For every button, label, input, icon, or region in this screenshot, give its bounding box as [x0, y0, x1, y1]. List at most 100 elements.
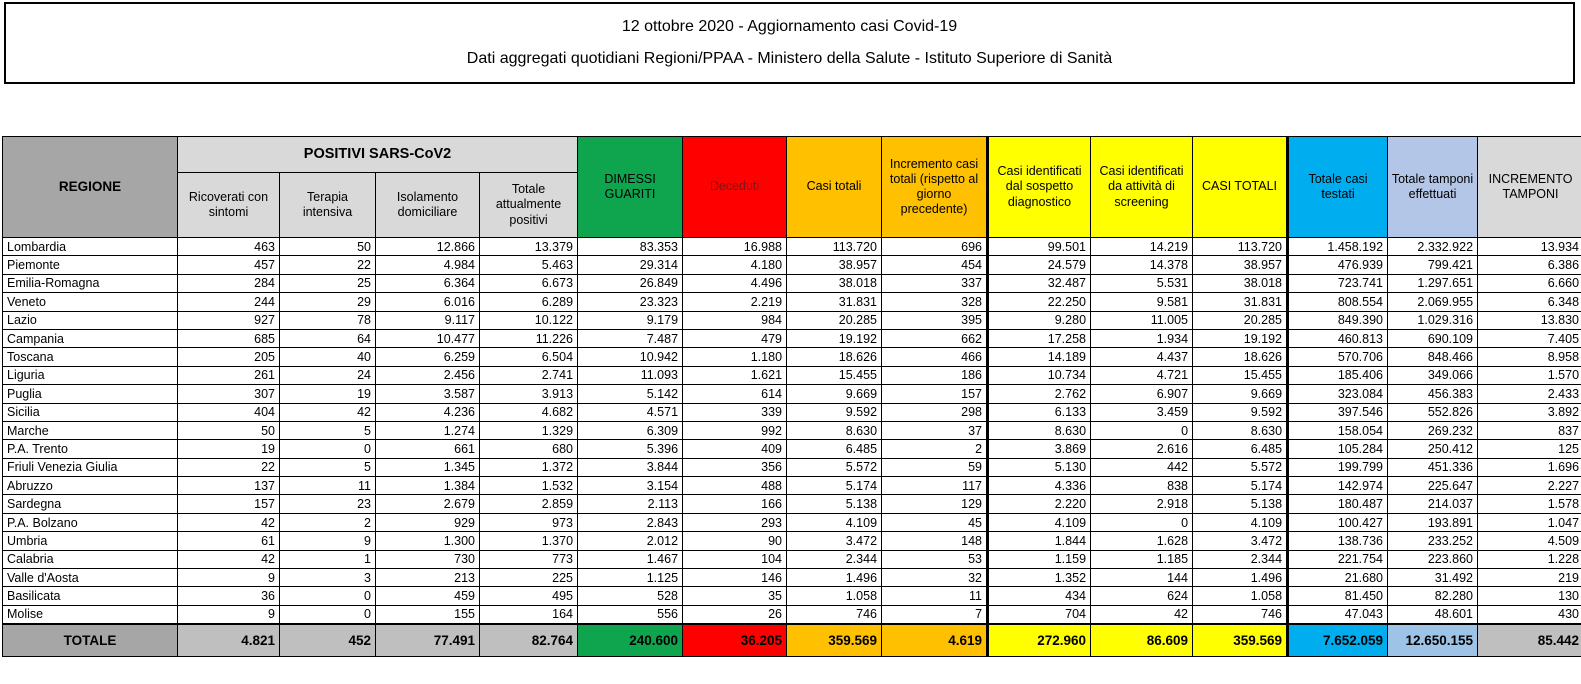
value-cell: 339	[682, 402, 788, 422]
value-cell: 14.378	[1090, 255, 1194, 275]
value-cell: 31.492	[1387, 568, 1479, 588]
value-cell: 2	[279, 512, 376, 533]
region-name: Campania	[2, 328, 178, 349]
table-row: Lazio 927 78 9.117 10.122 9.179 984 20.285 395 9.…	[2, 310, 1581, 330]
value-cell: 11	[881, 586, 989, 606]
value-cell: 3.844	[577, 457, 684, 478]
value-cell: 16.988	[682, 236, 788, 257]
value-cell: 3.913	[478, 384, 579, 404]
value-cell: 4.109	[1192, 512, 1289, 533]
value-cell: 929	[375, 512, 480, 533]
header-regione: REGIONE	[2, 136, 178, 238]
region-name: P.A. Trento	[2, 439, 178, 459]
value-cell: 90	[682, 531, 788, 551]
value-cell: 6.907	[1090, 384, 1194, 404]
value-cell: 442	[1090, 457, 1194, 478]
header-deceduti: Deceduti	[682, 136, 788, 238]
value-cell: 261	[177, 365, 280, 386]
table-row: Valle d'Aosta 9 3 213 225 1.125 146 1.496 32 1.35…	[2, 568, 1581, 588]
total-value-cell: 4.619	[881, 622, 989, 658]
value-cell: 799.421	[1387, 255, 1479, 275]
table-row: Calabria 42 1 730 773 1.467 104 2.344 53 1.159 1.1…	[2, 549, 1581, 570]
value-cell: 9.117	[375, 310, 480, 330]
value-cell: 6.485	[786, 439, 883, 459]
value-cell: 31.831	[786, 292, 883, 312]
value-cell: 7.487	[577, 328, 684, 349]
value-cell: 556	[577, 604, 684, 625]
value-cell: 404	[177, 402, 280, 422]
value-cell: 47.043	[1286, 604, 1389, 625]
value-cell: 746	[1192, 604, 1289, 625]
value-cell: 214.037	[1387, 494, 1479, 514]
value-cell: 5	[279, 420, 376, 441]
value-cell: 40	[279, 347, 376, 367]
value-cell: 223.860	[1387, 549, 1479, 570]
value-cell: 495	[478, 586, 579, 606]
value-cell: 1.628	[1090, 531, 1194, 551]
value-cell: 1.570	[1477, 365, 1581, 386]
value-cell: 1.274	[375, 420, 480, 441]
total-value-cell: 85.442	[1477, 622, 1581, 658]
value-cell: 9	[177, 568, 280, 588]
value-cell: 155	[375, 604, 480, 625]
value-cell: 59	[881, 457, 989, 478]
value-cell: 125	[1477, 439, 1581, 459]
value-cell: 4.496	[682, 273, 788, 294]
value-cell: 9	[177, 604, 280, 625]
total-value-cell: 82.764	[478, 622, 579, 658]
value-cell: 5.142	[577, 384, 684, 404]
total-value-cell: 12.650.155	[1387, 622, 1479, 658]
value-cell: 1.844	[986, 531, 1092, 551]
value-cell: 148	[881, 531, 989, 551]
region-name: Lombardia	[2, 236, 178, 257]
value-cell: 13.934	[1477, 236, 1581, 257]
header-totale-positivi: Totale attualmente positivi	[478, 172, 579, 238]
value-cell: 6.386	[1477, 255, 1581, 275]
table-row: Sardegna 157 23 2.679 2.859 2.113 166 5.138 129 2…	[2, 494, 1581, 514]
table-row: Puglia 307 19 3.587 3.913 5.142 614 9.669 157 2.7…	[2, 384, 1581, 404]
value-cell: 1.058	[786, 586, 883, 606]
table-footer: TOTALE 4.821 452 77.491 82.764 240.600 36.205 3…	[2, 622, 1581, 658]
value-cell: 6.133	[986, 402, 1092, 422]
value-cell: 476.939	[1286, 255, 1389, 275]
value-cell: 137	[177, 476, 280, 496]
value-cell: 1.159	[986, 549, 1092, 570]
value-cell: 2.433	[1477, 384, 1581, 404]
value-cell: 3.472	[1192, 531, 1289, 551]
value-cell: 22.250	[986, 292, 1092, 312]
value-cell: 9.669	[786, 384, 883, 404]
value-cell: 4.721	[1090, 365, 1194, 386]
value-cell: 8.630	[1192, 420, 1289, 441]
total-value-cell: 36.205	[682, 622, 788, 658]
total-value-cell: 77.491	[375, 622, 480, 658]
value-cell: 8.630	[786, 420, 883, 441]
header-positivi-group: POSITIVI SARS-CoV2	[176, 136, 579, 173]
value-cell: 3.869	[986, 439, 1092, 459]
value-cell: 459	[375, 586, 480, 606]
value-cell: 479	[682, 328, 788, 349]
value-cell: 723.741	[1286, 273, 1389, 294]
value-cell: 23.323	[577, 292, 684, 312]
region-name: P.A. Bolzano	[2, 512, 178, 533]
value-cell: 42	[279, 402, 376, 422]
value-cell: 356	[682, 457, 788, 478]
table-row: Liguria 261 24 2.456 2.741 11.093 1.621 15.455 1…	[2, 365, 1581, 386]
value-cell: 5.174	[1192, 476, 1289, 496]
total-row: TOTALE 4.821 452 77.491 82.764 240.600 36.205 3…	[2, 622, 1581, 658]
value-cell: 5.396	[577, 439, 684, 459]
value-cell: 466	[881, 347, 989, 367]
value-cell: 1.228	[1477, 549, 1581, 570]
value-cell: 1.352	[986, 568, 1092, 588]
value-cell: 186	[881, 365, 989, 386]
value-cell: 10.122	[478, 310, 579, 330]
value-cell: 434	[986, 586, 1092, 606]
value-cell: 42	[177, 512, 280, 533]
table-row: Veneto 244 29 6.016 6.289 23.323 2.219 31.831 32…	[2, 292, 1581, 312]
value-cell: 6.348	[1477, 292, 1581, 312]
value-cell: 397.546	[1286, 402, 1389, 422]
value-cell: 298	[881, 402, 989, 422]
value-cell: 10.942	[577, 347, 684, 367]
value-cell: 29.314	[577, 255, 684, 275]
value-cell: 38.957	[786, 255, 883, 275]
table-row: P.A. Bolzano 42 2 929 973 2.843 293 4.109 45 4.10…	[2, 512, 1581, 533]
